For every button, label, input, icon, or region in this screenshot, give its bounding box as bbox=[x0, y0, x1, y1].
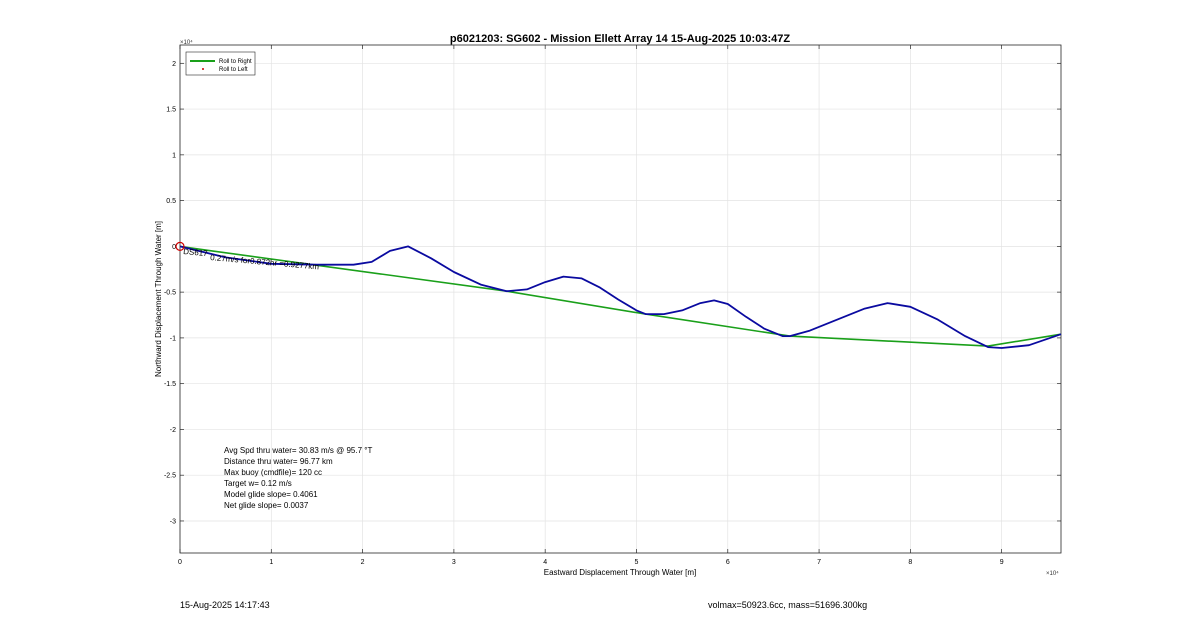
y-tick-label: 1 bbox=[172, 152, 176, 159]
y-axis-label: Northward Displacement Through Water [m] bbox=[154, 221, 163, 377]
y-tick-label: 0 bbox=[172, 244, 176, 251]
info-avg-speed: Avg Spd thru water= 30.83 m/s @ 95.7 °T bbox=[224, 446, 372, 455]
leg-label-dive: DS617 bbox=[183, 247, 209, 258]
x-tick-label: 3 bbox=[452, 559, 456, 566]
ticks: 0 1 2 3 4 5 6 7 8 9 2 1.5 1 0.5 0 -0.5 -1 -1.5 -2 -2.5 -3 bbox=[164, 45, 1061, 566]
info-net-glide: Net glide slope= 0.0037 bbox=[224, 501, 309, 510]
x-tick-label: 0 bbox=[178, 559, 182, 566]
chart-title: p6021203: SG602 - Mission Ellett Array 1… bbox=[450, 33, 790, 45]
leg-label-speed: 0.27m/s for0.872hr =0.9277km bbox=[210, 253, 320, 272]
leg-annotation: DS617 0.27m/s for0.872hr =0.9277km bbox=[183, 247, 320, 272]
start-marker bbox=[175, 241, 185, 251]
y-tick-label: -3 bbox=[170, 518, 176, 525]
x-tick-label: 5 bbox=[635, 559, 639, 566]
y-tick-label: 2 bbox=[172, 61, 176, 68]
y-tick-label: -2.5 bbox=[164, 473, 176, 480]
x-tick-label: 8 bbox=[908, 559, 912, 566]
x-tick-label: 4 bbox=[543, 559, 547, 566]
x-tick-label: 6 bbox=[726, 559, 730, 566]
y-exponent-label: ×10⁴ bbox=[180, 39, 193, 46]
footer-timestamp: 15-Aug-2025 14:17:43 bbox=[180, 600, 270, 610]
x-tick-label: 7 bbox=[817, 559, 821, 566]
info-target-w: Target w= 0.12 m/s bbox=[224, 479, 292, 488]
info-max-buoy: Max buoy (cmdfile)= 120 cc bbox=[224, 468, 322, 477]
legend: Roll to Right Roll to Left bbox=[185, 51, 256, 76]
x-exponent-label: ×10⁴ bbox=[1046, 570, 1059, 577]
x-tick-label: 9 bbox=[1000, 559, 1004, 566]
x-tick-label: 1 bbox=[269, 559, 273, 566]
y-tick-label: -2 bbox=[170, 427, 176, 434]
y-tick-label: -1.5 bbox=[164, 381, 176, 388]
y-tick-label: -0.5 bbox=[164, 290, 176, 297]
info-model-glide: Model glide slope= 0.4061 bbox=[224, 490, 318, 499]
plot-area bbox=[179, 44, 1062, 554]
series-group bbox=[179, 245, 1062, 349]
footer-vol-mass: volmax=50923.6cc, mass=51696.300kg bbox=[708, 600, 868, 610]
series-track-line bbox=[179, 245, 1062, 349]
y-tick-label: 0.5 bbox=[166, 198, 176, 205]
grid bbox=[179, 45, 1061, 553]
legend-label-roll-right: Roll to Right bbox=[219, 59, 252, 65]
y-tick-label: 1.5 bbox=[166, 107, 176, 114]
x-axis-label: Eastward Displacement Through Water [m] bbox=[544, 568, 697, 577]
info-box: Avg Spd thru water= 30.83 m/s @ 95.7 °T … bbox=[224, 446, 372, 510]
info-distance: Distance thru water= 96.77 km bbox=[224, 457, 333, 466]
x-tick-label: 2 bbox=[361, 559, 365, 566]
legend-label-roll-left: Roll to Left bbox=[219, 67, 248, 73]
markers bbox=[175, 241, 185, 251]
y-tick-label: -1 bbox=[170, 335, 176, 342]
legend-swatch-roll-left bbox=[202, 68, 204, 70]
